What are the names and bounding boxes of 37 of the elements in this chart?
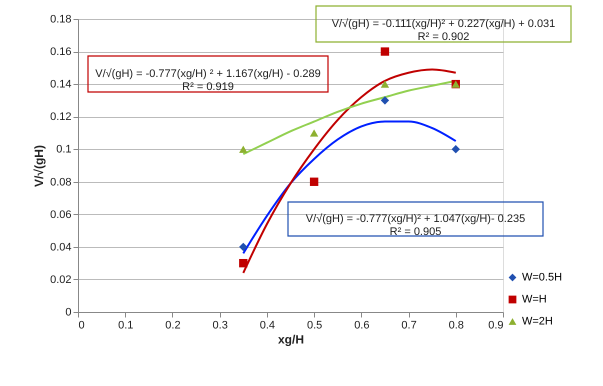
point <box>239 242 248 252</box>
x-tick-label: 0.5 <box>306 320 322 332</box>
x-tick-label: 0.3 <box>212 320 228 332</box>
annotation: V/√(gH) = -0.777(xg/H)² + 1.047(xg/H)- 0.235 R² = 0.905 <box>306 213 526 238</box>
y-tick-label: 0.1 <box>56 144 72 156</box>
y-tick-label: 0.18 <box>50 14 72 26</box>
x-tick-label: 0.7 <box>401 320 417 332</box>
annotation: V/√(gH) = -0.111(xg/H)² + 0.227(xg/H) + 0.031 R² = 0.902 <box>332 18 556 43</box>
x-tick-label: 0.1 <box>118 320 134 332</box>
y-tick-label: 0.14 <box>50 78 72 91</box>
y-tick-label: 0.12 <box>50 111 72 124</box>
y-tick-label: 0.08 <box>50 176 72 188</box>
x-tick-label: 0.9 <box>488 320 504 332</box>
y-axis-title: V/√(gH) <box>32 145 46 187</box>
y-tick-label: 0.04 <box>50 241 72 254</box>
legend-label: W=2H <box>522 316 553 328</box>
point <box>310 178 318 186</box>
y-tick-label: 0.06 <box>50 208 72 221</box>
y-tick-label: 0.02 <box>50 274 72 286</box>
x-tick-label: 0.2 <box>165 320 181 332</box>
y-tick-label: 0 <box>65 306 72 318</box>
x-tick-label: 0.6 <box>354 320 370 332</box>
point <box>380 96 390 105</box>
point <box>310 129 318 137</box>
x-tick-label: 0.8 <box>448 320 464 332</box>
point <box>239 258 248 268</box>
point <box>452 145 460 154</box>
x-tick-label: 0.4 <box>260 320 276 332</box>
point <box>239 146 248 153</box>
point <box>380 80 390 88</box>
y-tick-label: 0.16 <box>50 46 72 58</box>
legend-label: W=H <box>522 294 547 306</box>
legend-label: W=0.5H <box>522 272 562 284</box>
annotation: V/√(gH) = -0.777(xg/H) ² + 1.167(xg/H) - 0.289 R² = 0.919 <box>95 68 321 93</box>
x-axis-title: xg/H <box>278 332 304 346</box>
point <box>380 47 390 56</box>
x-tick-label: 0 <box>78 320 85 332</box>
